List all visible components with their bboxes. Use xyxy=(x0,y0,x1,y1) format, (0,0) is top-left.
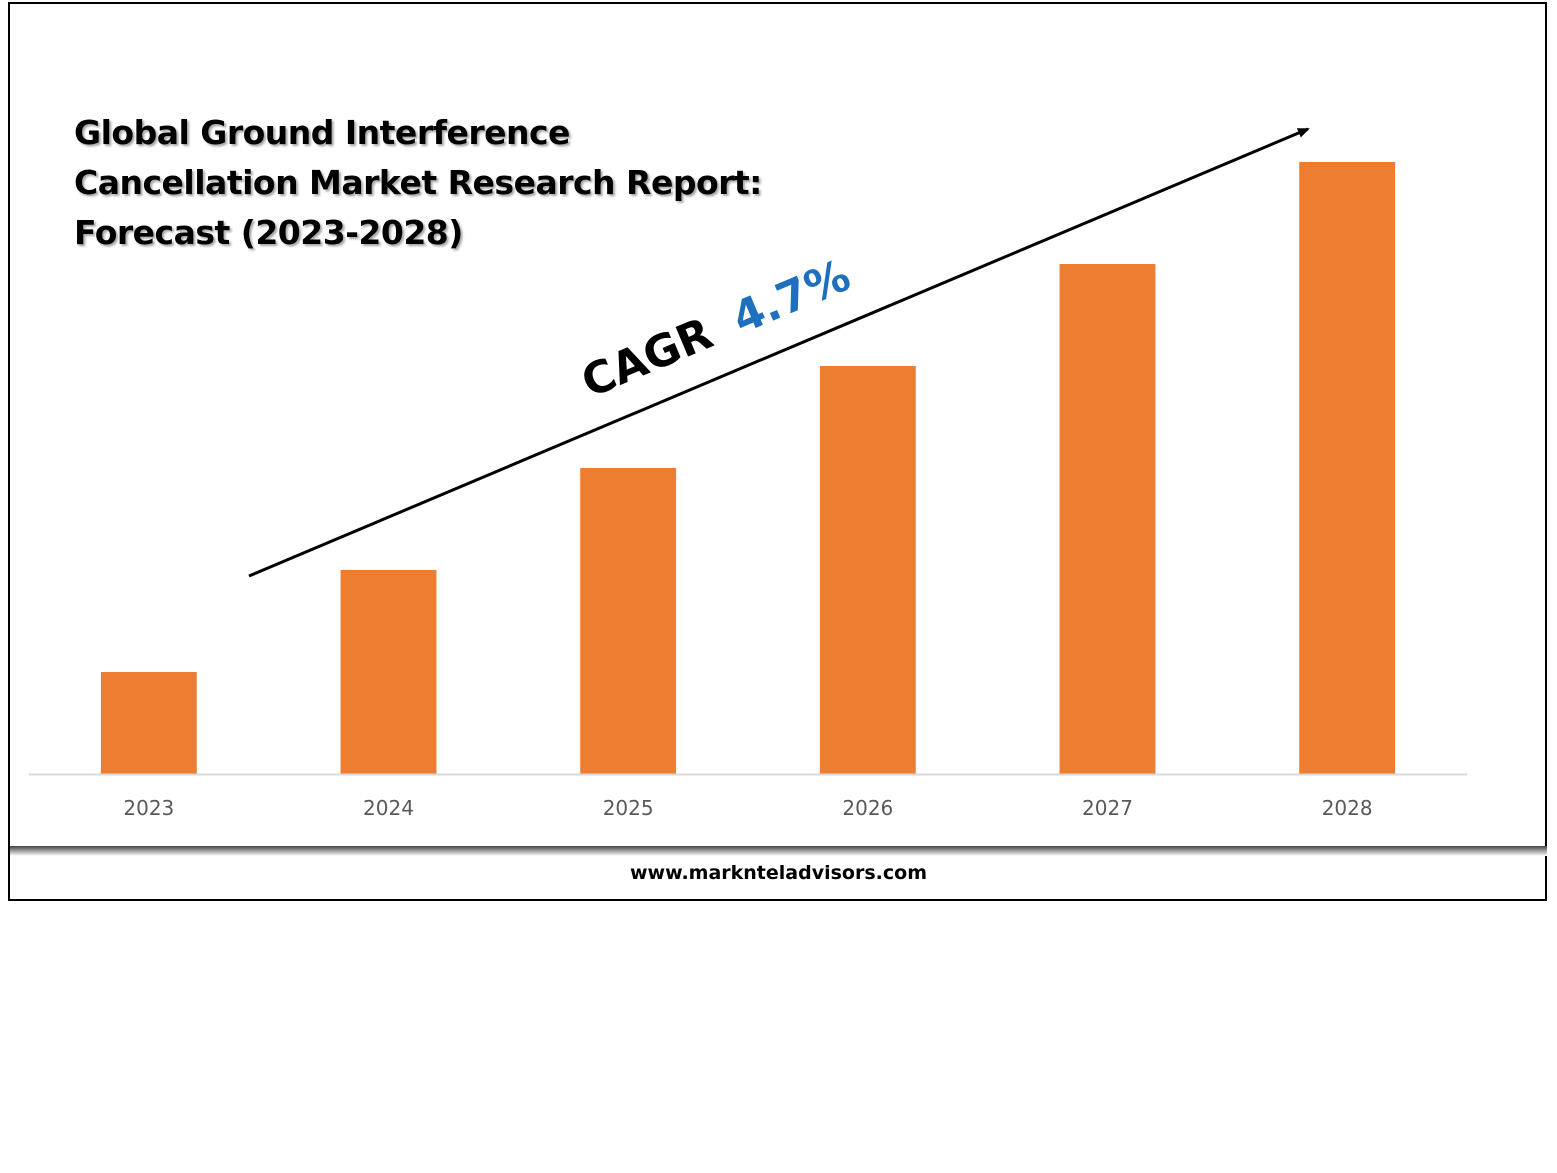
cagr-annotation: CAGR 4.7% xyxy=(574,250,857,408)
x-tick-2024: 2024 xyxy=(363,796,414,820)
x-tick-2028: 2028 xyxy=(1322,796,1373,820)
footer-website: www.marknteladvisors.com xyxy=(630,862,927,884)
title-line-3: Forecast (2023-2028) xyxy=(74,213,463,252)
x-tick-2026: 2026 xyxy=(842,796,893,820)
footer-separator xyxy=(10,846,1547,856)
cagr-label: CAGR xyxy=(574,308,719,408)
title-line-1: Global Ground Interference xyxy=(74,113,570,152)
chart-title: Global Ground Interference Cancellation … xyxy=(74,108,794,258)
x-tick-labels: 2023 2024 2025 2026 2027 2028 xyxy=(123,796,1372,820)
x-tick-2023: 2023 xyxy=(123,796,174,820)
cagr-value: 4.7% xyxy=(725,250,857,344)
bars-group xyxy=(100,162,1396,774)
x-tick-2025: 2025 xyxy=(603,796,654,820)
trend-arrow xyxy=(248,127,1310,578)
chart-frame xyxy=(8,2,1547,901)
bar-2026 xyxy=(819,366,916,774)
bar-2028 xyxy=(1299,162,1396,774)
bar-2023 xyxy=(100,672,197,774)
bar-2024 xyxy=(340,570,437,774)
bar-2025 xyxy=(580,468,677,774)
x-tick-2027: 2027 xyxy=(1082,796,1133,820)
bar-2027 xyxy=(1059,264,1156,774)
title-line-2: Cancellation Market Research Report: xyxy=(74,163,762,202)
